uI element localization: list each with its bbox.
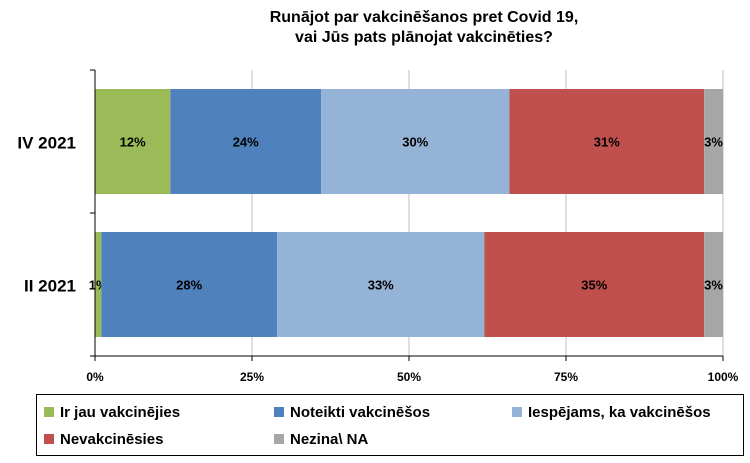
bar-segment [170, 89, 322, 194]
bar-segment [704, 232, 723, 337]
bar-segment [277, 232, 485, 337]
bar-segment [704, 89, 723, 194]
bars: 12% 24% 30% 31% 3%1% 28% 33% 35% 3% [89, 89, 723, 337]
legend-item-1: Ir jau vakcinējies [44, 402, 180, 422]
chart-title-line-1: Runājot par vakcinēšanos pret Covid 19, [270, 9, 579, 26]
legend-label-4: Nevakcinēsies [60, 430, 164, 448]
legend-label-3: Iespējams, ka vakcinēšos [528, 403, 711, 421]
bar-segment [95, 89, 171, 194]
data-label: 24% [233, 135, 259, 150]
x-tick-label: 100% [708, 370, 739, 384]
bar-segment [95, 232, 102, 337]
legend-item-2: Noteikti vakcinēšos [274, 402, 430, 422]
bar-segment [509, 89, 705, 194]
data-label: 33% [368, 278, 394, 293]
legend-label-2: Noteikti vakcinēšos [290, 403, 431, 421]
axes: 0% 25% 50% 75% 100% IV 2021 II 2021 [17, 69, 739, 384]
legend: Ir jau vakcinējies Noteikti vakcinēšos I… [36, 394, 744, 456]
legend-swatch-2 [274, 407, 284, 417]
legend-label-5: Nezina\ NA [290, 430, 369, 448]
x-tick-label: 50% [397, 370, 421, 384]
data-label: 30% [402, 135, 428, 150]
bar-segment [101, 232, 278, 337]
legend-swatch-5 [274, 434, 284, 444]
legend-item-4: Nevakcinēsies [44, 429, 163, 449]
x-tick-label: 75% [554, 370, 578, 384]
category-label: IV 2021 [17, 134, 76, 153]
data-label: 3% [704, 278, 723, 293]
data-label: 31% [594, 135, 620, 150]
data-label: 28% [176, 278, 202, 293]
legend-swatch-3 [512, 407, 522, 417]
legend-label-1: Ir jau vakcinējies [60, 403, 181, 421]
legend-item-3: Iespējams, ka vakcinēšos [512, 402, 711, 422]
bar-segment [321, 89, 510, 194]
data-label: 35% [581, 278, 607, 293]
category-label: II 2021 [24, 277, 76, 296]
x-tick-label: 25% [240, 370, 264, 384]
legend-item-5: Nezina\ NA [274, 429, 368, 449]
data-label: 3% [704, 135, 723, 150]
data-label: 12% [120, 135, 146, 150]
x-tick-label: 0% [86, 370, 104, 384]
chart-title-line-2: vai Jūs pats plānojat vakcinēties? [295, 29, 553, 46]
legend-swatch-4 [44, 434, 54, 444]
legend-swatch-1 [44, 407, 54, 417]
bar-segment [484, 232, 705, 337]
